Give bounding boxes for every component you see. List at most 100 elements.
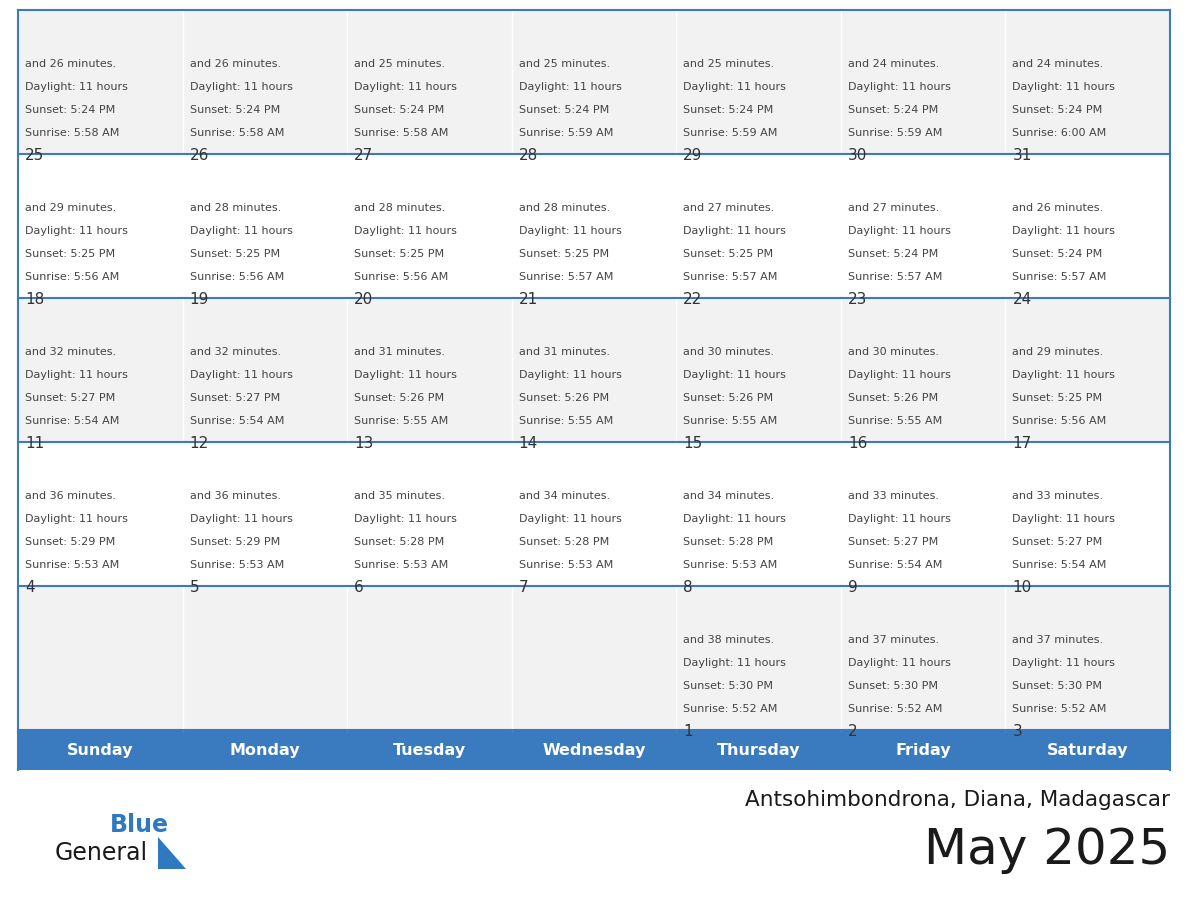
Text: 9: 9 — [848, 580, 858, 595]
Text: Sunrise: 5:54 AM: Sunrise: 5:54 AM — [25, 416, 119, 426]
Text: 7: 7 — [519, 580, 529, 595]
Text: and 34 minutes.: and 34 minutes. — [683, 491, 775, 501]
Text: Wednesday: Wednesday — [542, 743, 646, 757]
Text: Sunrise: 5:52 AM: Sunrise: 5:52 AM — [683, 704, 778, 714]
Text: Sunrise: 5:56 AM: Sunrise: 5:56 AM — [354, 272, 448, 282]
Text: Daylight: 11 hours: Daylight: 11 hours — [683, 658, 786, 668]
Text: Daylight: 11 hours: Daylight: 11 hours — [848, 514, 950, 524]
Text: Sunset: 5:26 PM: Sunset: 5:26 PM — [683, 393, 773, 403]
Text: 3: 3 — [1012, 724, 1022, 739]
Text: Sunrise: 5:57 AM: Sunrise: 5:57 AM — [1012, 272, 1107, 282]
Text: Sunset: 5:26 PM: Sunset: 5:26 PM — [354, 393, 444, 403]
Text: Daylight: 11 hours: Daylight: 11 hours — [354, 370, 457, 380]
Text: Sunrise: 5:55 AM: Sunrise: 5:55 AM — [683, 416, 777, 426]
Text: Daylight: 11 hours: Daylight: 11 hours — [683, 370, 786, 380]
Text: 1: 1 — [683, 724, 693, 739]
Text: Sunset: 5:28 PM: Sunset: 5:28 PM — [519, 537, 609, 547]
Text: and 25 minutes.: and 25 minutes. — [519, 59, 609, 69]
Text: Daylight: 11 hours: Daylight: 11 hours — [683, 514, 786, 524]
Text: Sunrise: 5:53 AM: Sunrise: 5:53 AM — [683, 560, 777, 570]
Text: Sunrise: 5:57 AM: Sunrise: 5:57 AM — [683, 272, 778, 282]
Text: Daylight: 11 hours: Daylight: 11 hours — [190, 226, 292, 236]
Text: Sunset: 5:30 PM: Sunset: 5:30 PM — [1012, 681, 1102, 691]
Text: Sunset: 5:24 PM: Sunset: 5:24 PM — [25, 105, 115, 115]
Text: 29: 29 — [683, 148, 702, 163]
Text: General: General — [55, 841, 148, 865]
Text: Daylight: 11 hours: Daylight: 11 hours — [848, 658, 950, 668]
Polygon shape — [158, 837, 187, 869]
Bar — [18, 154, 1170, 298]
Text: Sunrise: 5:54 AM: Sunrise: 5:54 AM — [1012, 560, 1107, 570]
Text: and 32 minutes.: and 32 minutes. — [190, 347, 280, 357]
Text: Sunrise: 5:53 AM: Sunrise: 5:53 AM — [519, 560, 613, 570]
Text: Daylight: 11 hours: Daylight: 11 hours — [848, 226, 950, 236]
Text: Daylight: 11 hours: Daylight: 11 hours — [190, 514, 292, 524]
Text: and 24 minutes.: and 24 minutes. — [848, 59, 939, 69]
Text: Blue: Blue — [110, 813, 169, 837]
Text: Sunrise: 5:54 AM: Sunrise: 5:54 AM — [848, 560, 942, 570]
Text: Sunset: 5:27 PM: Sunset: 5:27 PM — [25, 393, 115, 403]
Text: 12: 12 — [190, 436, 209, 451]
Text: 19: 19 — [190, 292, 209, 307]
Text: 15: 15 — [683, 436, 702, 451]
Text: Sunset: 5:25 PM: Sunset: 5:25 PM — [519, 249, 608, 259]
Text: Daylight: 11 hours: Daylight: 11 hours — [1012, 82, 1116, 92]
Text: and 28 minutes.: and 28 minutes. — [519, 203, 609, 213]
Text: and 35 minutes.: and 35 minutes. — [354, 491, 446, 501]
Text: Sunset: 5:26 PM: Sunset: 5:26 PM — [848, 393, 939, 403]
Text: 13: 13 — [354, 436, 373, 451]
Text: Daylight: 11 hours: Daylight: 11 hours — [190, 370, 292, 380]
Text: 8: 8 — [683, 580, 693, 595]
Text: and 29 minutes.: and 29 minutes. — [1012, 347, 1104, 357]
Text: Sunset: 5:26 PM: Sunset: 5:26 PM — [519, 393, 608, 403]
Text: Sunrise: 5:57 AM: Sunrise: 5:57 AM — [848, 272, 942, 282]
Text: and 26 minutes.: and 26 minutes. — [1012, 203, 1104, 213]
Text: and 25 minutes.: and 25 minutes. — [683, 59, 775, 69]
Text: Daylight: 11 hours: Daylight: 11 hours — [1012, 226, 1116, 236]
Text: Sunrise: 5:53 AM: Sunrise: 5:53 AM — [25, 560, 119, 570]
Text: Daylight: 11 hours: Daylight: 11 hours — [25, 82, 128, 92]
Text: 17: 17 — [1012, 436, 1031, 451]
Text: 21: 21 — [519, 292, 538, 307]
Text: Daylight: 11 hours: Daylight: 11 hours — [354, 82, 457, 92]
Text: Antsohimbondrona, Diana, Madagascar: Antsohimbondrona, Diana, Madagascar — [745, 790, 1170, 810]
Text: Sunrise: 5:58 AM: Sunrise: 5:58 AM — [25, 128, 119, 138]
Text: Sunrise: 5:56 AM: Sunrise: 5:56 AM — [1012, 416, 1107, 426]
Text: Sunrise: 5:52 AM: Sunrise: 5:52 AM — [848, 704, 942, 714]
Text: 14: 14 — [519, 436, 538, 451]
Text: and 24 minutes.: and 24 minutes. — [1012, 59, 1104, 69]
Text: Monday: Monday — [229, 743, 301, 757]
Bar — [18, 442, 1170, 586]
Text: and 33 minutes.: and 33 minutes. — [1012, 491, 1104, 501]
Text: 31: 31 — [1012, 148, 1032, 163]
Text: Sunset: 5:27 PM: Sunset: 5:27 PM — [190, 393, 280, 403]
Text: Sunset: 5:28 PM: Sunset: 5:28 PM — [683, 537, 773, 547]
Text: and 27 minutes.: and 27 minutes. — [683, 203, 775, 213]
Text: Sunrise: 5:55 AM: Sunrise: 5:55 AM — [354, 416, 448, 426]
Text: Sunrise: 5:53 AM: Sunrise: 5:53 AM — [354, 560, 448, 570]
Text: and 28 minutes.: and 28 minutes. — [190, 203, 280, 213]
Text: 6: 6 — [354, 580, 364, 595]
Text: Sunrise: 5:58 AM: Sunrise: 5:58 AM — [354, 128, 449, 138]
Text: Daylight: 11 hours: Daylight: 11 hours — [519, 82, 621, 92]
Text: and 37 minutes.: and 37 minutes. — [848, 635, 939, 645]
Text: 25: 25 — [25, 148, 44, 163]
Text: and 36 minutes.: and 36 minutes. — [25, 491, 116, 501]
Text: 16: 16 — [848, 436, 867, 451]
Text: Friday: Friday — [896, 743, 950, 757]
Text: 24: 24 — [1012, 292, 1031, 307]
Text: Sunset: 5:30 PM: Sunset: 5:30 PM — [848, 681, 937, 691]
Text: Daylight: 11 hours: Daylight: 11 hours — [1012, 514, 1116, 524]
Text: 27: 27 — [354, 148, 373, 163]
Text: and 38 minutes.: and 38 minutes. — [683, 635, 775, 645]
Text: Daylight: 11 hours: Daylight: 11 hours — [1012, 658, 1116, 668]
Text: Daylight: 11 hours: Daylight: 11 hours — [519, 226, 621, 236]
Text: Sunset: 5:24 PM: Sunset: 5:24 PM — [1012, 249, 1102, 259]
Text: Sunrise: 5:53 AM: Sunrise: 5:53 AM — [190, 560, 284, 570]
Text: Daylight: 11 hours: Daylight: 11 hours — [354, 514, 457, 524]
Text: Sunset: 5:25 PM: Sunset: 5:25 PM — [25, 249, 115, 259]
Text: Sunset: 5:25 PM: Sunset: 5:25 PM — [1012, 393, 1102, 403]
Text: Sunrise: 5:52 AM: Sunrise: 5:52 AM — [1012, 704, 1107, 714]
Text: Daylight: 11 hours: Daylight: 11 hours — [1012, 370, 1116, 380]
Text: Daylight: 11 hours: Daylight: 11 hours — [683, 82, 786, 92]
